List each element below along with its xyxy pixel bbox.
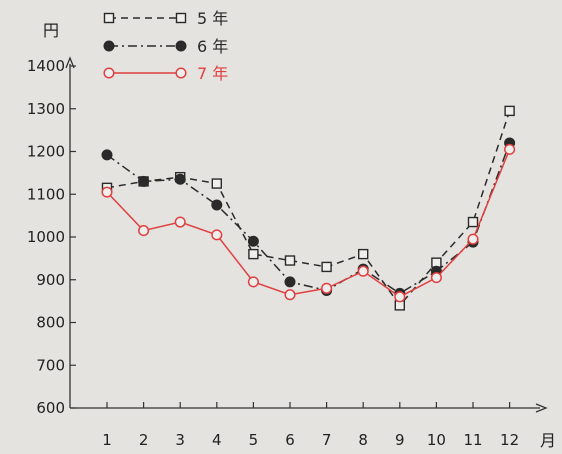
series-5nen	[101, 105, 515, 311]
legend-marker	[103, 40, 115, 52]
x-tick-label: 6	[285, 431, 295, 449]
data-point	[321, 282, 333, 294]
y-tick-label: 900	[36, 271, 65, 289]
legend-label: 6 年	[197, 37, 228, 56]
data-point	[211, 178, 223, 189]
y-tick-label: 1000	[27, 228, 65, 246]
x-tick-label: 3	[175, 431, 185, 449]
data-point	[467, 216, 479, 228]
data-point	[247, 235, 259, 247]
series-line	[106, 142, 511, 295]
series-6nen	[101, 137, 516, 299]
legend-entry-7nen: 7 年	[103, 64, 228, 83]
data-point	[284, 255, 296, 266]
x-axis-unit-label: 月	[540, 431, 556, 450]
series-7nen	[101, 143, 516, 303]
x-tick-label: 4	[212, 431, 222, 449]
y-tick-label: 1200	[27, 143, 65, 161]
legend-entry-5nen: 5 年	[103, 9, 228, 28]
legend-entry-6nen: 6 年	[103, 37, 228, 56]
legend-label: 7 年	[197, 64, 228, 83]
data-point	[284, 276, 296, 288]
x-axis-arrow	[535, 403, 548, 413]
data-point	[321, 261, 332, 273]
x-tick-label: 8	[358, 431, 368, 449]
x-tick-label: 5	[249, 431, 259, 449]
data-point	[284, 289, 296, 301]
x-tick-label: 10	[427, 431, 446, 449]
y-tick-label: 700	[36, 356, 65, 374]
y-tick-label: 1400	[27, 57, 65, 75]
data-point	[174, 216, 186, 228]
data-point	[211, 229, 223, 241]
y-tick-label: 1300	[27, 100, 65, 118]
y-axis-arrow	[65, 56, 75, 69]
y-tick-label: 1100	[27, 185, 65, 203]
series-line	[106, 149, 511, 298]
data-point	[504, 143, 516, 155]
legend-marker	[175, 12, 187, 24]
data-point	[467, 233, 479, 245]
data-point	[138, 175, 150, 187]
legend-marker	[175, 40, 187, 52]
data-point	[358, 248, 369, 260]
data-point	[394, 291, 406, 303]
data-point	[248, 248, 259, 260]
data-point	[101, 149, 113, 161]
legend: 5 年 6 年 7 年	[103, 9, 228, 83]
x-tick-label: 7	[322, 431, 332, 449]
legend-marker	[175, 67, 187, 79]
legend-marker	[103, 67, 115, 79]
data-point	[174, 173, 186, 185]
y-tick-label: 600	[36, 399, 65, 417]
data-point	[430, 272, 442, 284]
y-axis-unit-label: 円	[43, 21, 59, 40]
x-tick-label: 2	[139, 431, 149, 449]
x-tick-label: 12	[500, 431, 519, 449]
data-point	[357, 265, 369, 277]
series-layer	[101, 105, 516, 311]
x-tick-label: 9	[395, 431, 405, 449]
series-line	[106, 110, 511, 307]
data-point	[211, 199, 223, 211]
x-tick-label: 1	[102, 431, 112, 449]
data-point	[138, 225, 150, 237]
x-tick-label: 11	[463, 431, 482, 449]
data-point	[247, 276, 259, 288]
legend-label: 5 年	[197, 9, 228, 28]
data-point	[504, 105, 515, 117]
y-tick-label: 800	[36, 314, 65, 332]
legend-marker	[103, 12, 115, 24]
data-point	[101, 186, 113, 198]
